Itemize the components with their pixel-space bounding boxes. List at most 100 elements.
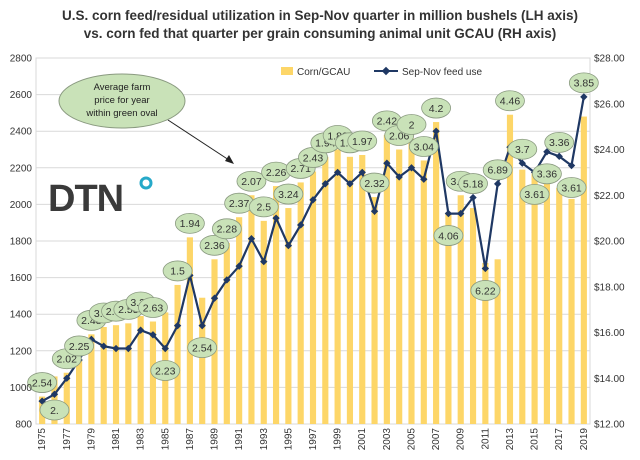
point-feed-use — [63, 374, 71, 382]
bar-corn-gcau — [359, 154, 366, 425]
price-label: 2. — [50, 405, 59, 417]
price-oval — [187, 337, 218, 359]
price-label: 2.36 — [204, 240, 225, 252]
price-label: 2.26 — [266, 167, 287, 179]
left-axis-tick-label: 2800 — [10, 54, 33, 65]
price-oval — [347, 130, 378, 152]
price-oval — [162, 260, 193, 282]
bar-corn-gcau — [396, 149, 403, 424]
point-feed-use — [198, 321, 206, 330]
legend-label-corn-gcau: Corn/GCAU — [297, 67, 350, 78]
price-label: 3.7 — [515, 144, 530, 156]
left-axis-tick-label: 1200 — [10, 346, 33, 357]
right-axis-tick-label: $12.00 — [594, 420, 625, 431]
price-label: 3.24 — [278, 189, 299, 201]
annotation-arrowhead — [225, 155, 234, 164]
right-axis-tick-label: $26.00 — [594, 99, 625, 110]
price-oval — [396, 114, 427, 135]
right-axis-tick-label: $28.00 — [594, 54, 625, 65]
price-label: 2.54 — [192, 342, 213, 354]
point-feed-use — [457, 209, 465, 218]
x-axis-tick-label: 2013 — [505, 428, 516, 451]
x-axis-tick-label: 1979 — [86, 428, 97, 451]
bar-corn-gcau — [199, 297, 206, 424]
annotation-line-2: price for year — [94, 95, 149, 106]
x-axis-tick-label: 2011 — [480, 428, 491, 450]
right-axis-tick-label: $20.00 — [594, 237, 625, 248]
price-oval — [556, 177, 587, 198]
price-oval — [470, 280, 501, 301]
x-axis-tick-label: 1999 — [333, 428, 344, 451]
point-feed-use — [247, 235, 256, 243]
point-feed-use — [112, 344, 120, 353]
price-label: 2.37 — [229, 198, 250, 210]
annotation-oval — [58, 73, 186, 129]
price-label: 2.07 — [241, 176, 262, 188]
dtn-logo-text: DTN — [48, 178, 123, 220]
point-feed-use — [543, 148, 551, 156]
x-axis-tick-label: 1995 — [283, 428, 294, 451]
left-axis-tick-label: 1800 — [10, 237, 33, 248]
bar-corn-gcau — [260, 220, 267, 424]
price-label: 4.2 — [429, 103, 444, 115]
bar-corn-gcau — [506, 114, 514, 424]
price-label: 1.94 — [180, 218, 201, 230]
price-label: 2 — [409, 119, 415, 131]
bar-corn-gcau — [482, 262, 489, 424]
bar-corn-gcau — [248, 195, 255, 424]
annotation-line-1: Average farm — [94, 82, 151, 93]
bar-corn-gcau — [408, 138, 415, 424]
price-label: 2.23 — [155, 365, 176, 377]
price-oval — [482, 159, 513, 181]
legend-swatch-corn-gcau — [281, 67, 293, 75]
price-label: 2.28 — [217, 224, 238, 236]
bar-corn-gcau — [309, 171, 317, 424]
right-axis-tick-label: $22.00 — [594, 191, 625, 202]
price-label: 5.18 — [463, 178, 484, 190]
price-oval — [519, 183, 550, 205]
x-axis-tick-label: 1997 — [308, 428, 319, 451]
legend: Corn/GCAU Sep-Nov feed use — [281, 66, 482, 78]
chart-title-line-2: vs. corn fed that quarter per grain cons… — [84, 26, 557, 41]
left-axis-tick-label: 800 — [15, 420, 32, 431]
chart-title-line-1: U.S. corn feed/residual utilization in S… — [62, 8, 578, 23]
x-axis-tick-label: 1977 — [62, 428, 73, 451]
price-label: 1.97 — [352, 136, 373, 148]
point-feed-use — [136, 326, 145, 334]
bar-corn-gcau — [112, 325, 120, 424]
x-axis-tick-label: 2007 — [431, 428, 442, 451]
bar-corn-gcau — [568, 198, 575, 424]
point-feed-use — [333, 168, 342, 177]
price-oval — [236, 170, 267, 192]
legend-label-feed-use: Sep-Nov feed use — [402, 67, 482, 78]
price-label: 3.36 — [537, 169, 558, 181]
bar-corn-gcau — [519, 169, 526, 424]
x-axis-tick-label: 2003 — [382, 428, 393, 451]
price-label: 2.25 — [69, 341, 90, 353]
bar-corn-gcau — [125, 323, 132, 424]
bar-corn-gcau — [63, 372, 70, 424]
left-axis-tick-label: 2000 — [10, 200, 33, 211]
point-feed-use — [223, 276, 231, 284]
price-label: 3.36 — [549, 137, 570, 149]
price-oval — [64, 335, 94, 357]
bar-corn-gcau — [297, 182, 304, 424]
bar-corn-gcau — [346, 156, 354, 424]
annotation: Average farm price for year within green… — [58, 73, 234, 164]
x-axis-tick-label: 2015 — [530, 428, 541, 451]
left-axis-tick-label: 2200 — [10, 163, 33, 174]
price-label: 4.46 — [500, 96, 521, 108]
price-label: 3.61 — [524, 189, 545, 201]
bar-corn-gcau — [494, 259, 501, 424]
bar-corn-gcau — [383, 134, 390, 425]
point-feed-use — [260, 257, 268, 266]
price-label: 2.42 — [377, 116, 398, 128]
point-feed-use — [272, 214, 280, 222]
price-oval — [27, 372, 58, 393]
price-label: 2.02 — [57, 354, 78, 366]
x-axis-tick-label: 1975 — [37, 428, 48, 451]
point-feed-use — [358, 168, 366, 177]
left-axis-tick-label: 1600 — [10, 273, 33, 284]
bar-corn-gcau — [543, 171, 550, 424]
